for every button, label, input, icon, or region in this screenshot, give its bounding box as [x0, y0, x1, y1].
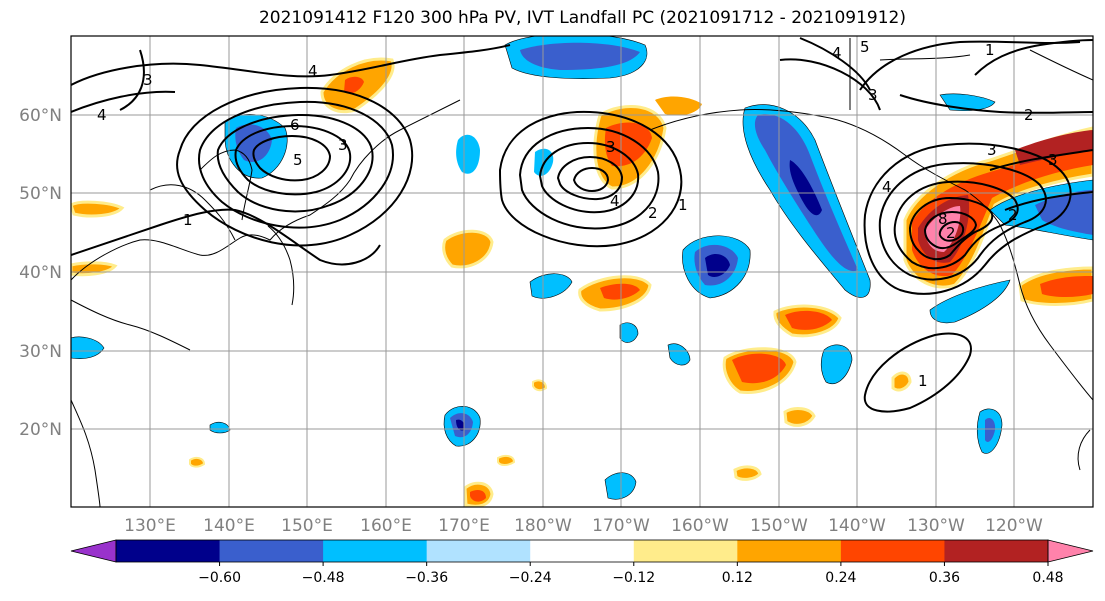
lat-label: 60°N	[19, 106, 62, 126]
lat-label: 50°N	[19, 184, 62, 204]
lon-label: 130°E	[124, 516, 176, 536]
longitude-labels: 130°E 140°E 150°E 160°E 170°E 180°W 170°…	[124, 516, 1043, 536]
latitude-labels: 60°N 50°N 40°N 30°N 20°N	[19, 106, 62, 440]
contour-label: 3	[868, 86, 878, 104]
colorbar-segment	[426, 540, 531, 562]
contour-label: 1	[918, 372, 928, 390]
coastlines	[71, 38, 1093, 507]
colorbar-segment	[737, 540, 842, 562]
colorbar-segment	[840, 540, 945, 562]
colorbar: −0.60 −0.48 −0.36 −0.24 −0.12 0.12 0.24 0.36 0.4…	[70, 539, 1094, 586]
colorbar-segment	[633, 540, 738, 562]
lon-label: 140°W	[828, 516, 886, 536]
contour-label: 2	[1024, 106, 1034, 124]
contour-label: 4	[882, 178, 892, 196]
map-plot-area: 4 3 4 6 5 3 1 3 4 2 1 4 5 3 2 1 3 2 3 4 …	[71, 36, 1093, 507]
ivt-contours	[71, 37, 1093, 413]
colorbar-segment	[323, 540, 428, 562]
colorbar-tick-label: 0.24	[825, 570, 856, 586]
colorbar-segment	[116, 540, 221, 562]
lon-label: 160°W	[671, 516, 729, 536]
lon-label: 180°W	[514, 516, 572, 536]
colorbar-tick-label: −0.60	[198, 570, 241, 586]
colorbar-segment	[530, 540, 635, 562]
contour-label: 4	[832, 44, 842, 62]
contour-label: 2	[946, 224, 956, 242]
contour-label: 3	[143, 71, 153, 89]
contour-label: 5	[293, 151, 303, 169]
plot-frame	[70, 35, 1094, 508]
colorbar-extend-high	[1047, 539, 1094, 563]
lon-label: 150°E	[281, 516, 333, 536]
contour-label: 8	[938, 210, 948, 228]
contour-label: 4	[308, 62, 318, 80]
colorbar-tick-label: 0.48	[1032, 570, 1063, 586]
contour-label: 3	[606, 138, 616, 156]
colorbar-frame	[115, 539, 1049, 563]
colorbar-extend-low	[70, 539, 117, 563]
colorbar-segment	[944, 540, 1049, 562]
colorbar-tick-label: −0.24	[509, 570, 552, 586]
contour-label: 1	[183, 211, 193, 229]
contour-label: 3	[338, 136, 348, 154]
contour-label: 2	[648, 204, 658, 222]
lon-label: 170°W	[592, 516, 650, 536]
contour-label: 5	[860, 38, 870, 56]
contour-labels: 4 3 4 6 5 3 1 3 4 2 1 4 5 3 2 1 3 2 3 4 …	[97, 38, 1058, 390]
contour-label: 3	[987, 141, 997, 159]
lon-label: 170°E	[438, 516, 490, 536]
contour-label: 2	[1008, 206, 1018, 224]
lat-label: 20°N	[19, 420, 62, 440]
contour-label: 4	[97, 106, 107, 124]
contour-label: 6	[290, 116, 300, 134]
lat-label: 40°N	[19, 263, 62, 283]
lon-label: 130°W	[907, 516, 965, 536]
lon-label: 150°W	[750, 516, 808, 536]
lat-label: 30°N	[19, 342, 62, 362]
lon-label: 120°W	[985, 516, 1043, 536]
contour-label: 3	[1048, 151, 1058, 169]
colorbar-tick-label: −0.12	[612, 570, 655, 586]
colorbar-tick-label: 0.36	[929, 570, 960, 586]
colorbar-tick-label: −0.36	[405, 570, 448, 586]
lon-label: 160°E	[360, 516, 412, 536]
map-title: 2021091412 F120 300 hPa PV, IVT Landfall…	[258, 8, 906, 28]
colorbar-tick-label: 0.12	[722, 570, 753, 586]
contour-label: 1	[985, 41, 995, 59]
contour-label: 4	[610, 192, 620, 210]
contour-label: 1	[678, 196, 688, 214]
lon-label: 140°E	[203, 516, 255, 536]
colorbar-tick-label: −0.48	[302, 570, 345, 586]
colorbar-segment	[219, 540, 324, 562]
